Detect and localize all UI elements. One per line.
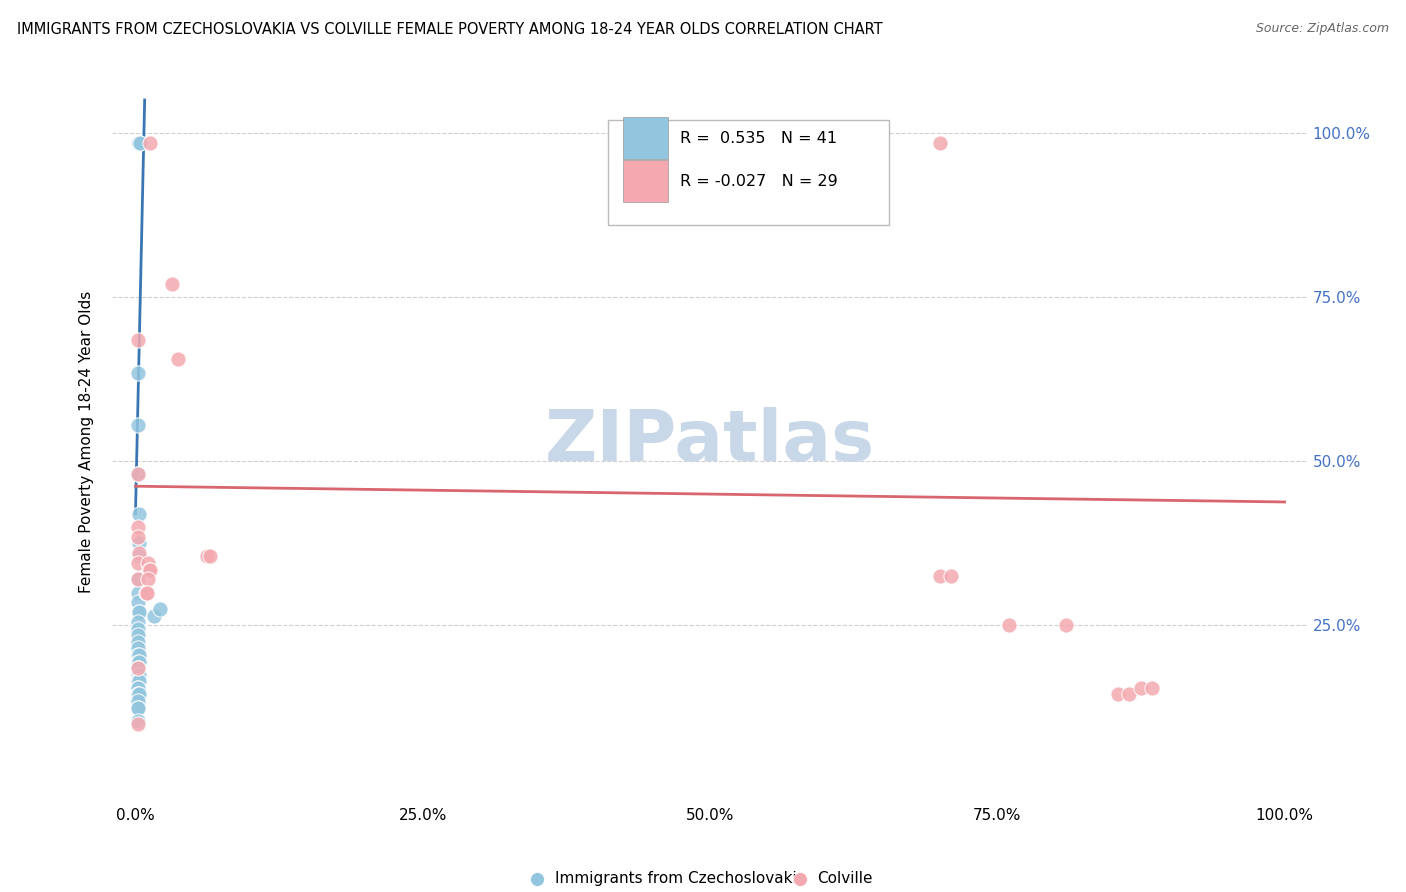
Point [198, 549, 221, 564]
Point [127, 467, 149, 482]
Text: R =  0.535   N = 41: R = 0.535 N = 41 [681, 130, 838, 145]
Point [127, 687, 149, 701]
Point [127, 648, 149, 662]
Point [127, 595, 149, 609]
Point [128, 136, 150, 150]
Point [998, 618, 1021, 632]
Point [785, 852, 807, 866]
Text: Immigrants from Czechoslovakia: Immigrants from Czechoslovakia [554, 871, 806, 886]
Point [531, 852, 554, 866]
Point [1129, 681, 1152, 695]
Point [941, 569, 963, 583]
Point [139, 563, 162, 577]
Point [138, 563, 160, 577]
Point [195, 549, 218, 564]
Point [127, 661, 149, 675]
Point [127, 700, 149, 714]
Point [135, 585, 157, 599]
Point [127, 681, 149, 695]
Point [127, 366, 149, 380]
Point [128, 536, 150, 550]
Point [127, 714, 149, 728]
Point [127, 641, 149, 656]
Point [127, 520, 149, 534]
Text: ZIPatlas: ZIPatlas [546, 407, 875, 476]
Point [128, 605, 150, 619]
Point [127, 556, 149, 570]
Text: Colville: Colville [818, 871, 873, 886]
Text: Source: ZipAtlas.com: Source: ZipAtlas.com [1256, 22, 1389, 36]
Point [127, 667, 149, 681]
FancyBboxPatch shape [609, 120, 889, 225]
Point [127, 136, 149, 150]
Point [128, 655, 150, 669]
Point [136, 573, 159, 587]
Point [128, 648, 150, 662]
Point [127, 717, 149, 731]
Point [127, 661, 149, 675]
FancyBboxPatch shape [623, 117, 668, 159]
Point [127, 573, 149, 587]
Point [127, 694, 149, 708]
Text: R = -0.027   N = 29: R = -0.027 N = 29 [681, 174, 838, 189]
Point [127, 628, 149, 642]
Point [127, 615, 149, 630]
Text: IMMIGRANTS FROM CZECHOSLOVAKIA VS COLVILLE FEMALE POVERTY AMONG 18-24 YEAR OLDS : IMMIGRANTS FROM CZECHOSLOVAKIA VS COLVIL… [17, 22, 883, 37]
Point [162, 277, 183, 291]
Point [127, 655, 149, 669]
Point [128, 605, 150, 619]
Point [136, 585, 159, 599]
Point [127, 687, 149, 701]
Y-axis label: Female Poverty Among 18-24 Year Olds: Female Poverty Among 18-24 Year Olds [79, 291, 94, 592]
Point [149, 602, 172, 616]
Point [127, 622, 149, 636]
Point [128, 674, 150, 689]
Point [128, 507, 150, 521]
FancyBboxPatch shape [623, 161, 668, 202]
Point [127, 530, 149, 544]
Point [128, 687, 150, 701]
Point [128, 549, 150, 564]
Point [127, 333, 149, 347]
Point [127, 700, 149, 714]
Point [127, 467, 149, 482]
Point [129, 136, 152, 150]
Point [142, 608, 165, 623]
Point [1054, 618, 1077, 632]
Point [127, 661, 149, 675]
Point [136, 556, 159, 570]
Point [1142, 681, 1164, 695]
Point [139, 136, 162, 150]
Point [127, 573, 149, 587]
Point [928, 569, 950, 583]
Point [167, 352, 190, 367]
Point [127, 418, 149, 433]
Point [127, 635, 149, 649]
Point [128, 546, 150, 560]
Point [928, 136, 950, 150]
Point [1118, 687, 1140, 701]
Point [1107, 687, 1129, 701]
Point [128, 667, 150, 681]
Point [127, 674, 149, 689]
Point [127, 674, 149, 689]
Point [127, 681, 149, 695]
Point [127, 585, 149, 599]
